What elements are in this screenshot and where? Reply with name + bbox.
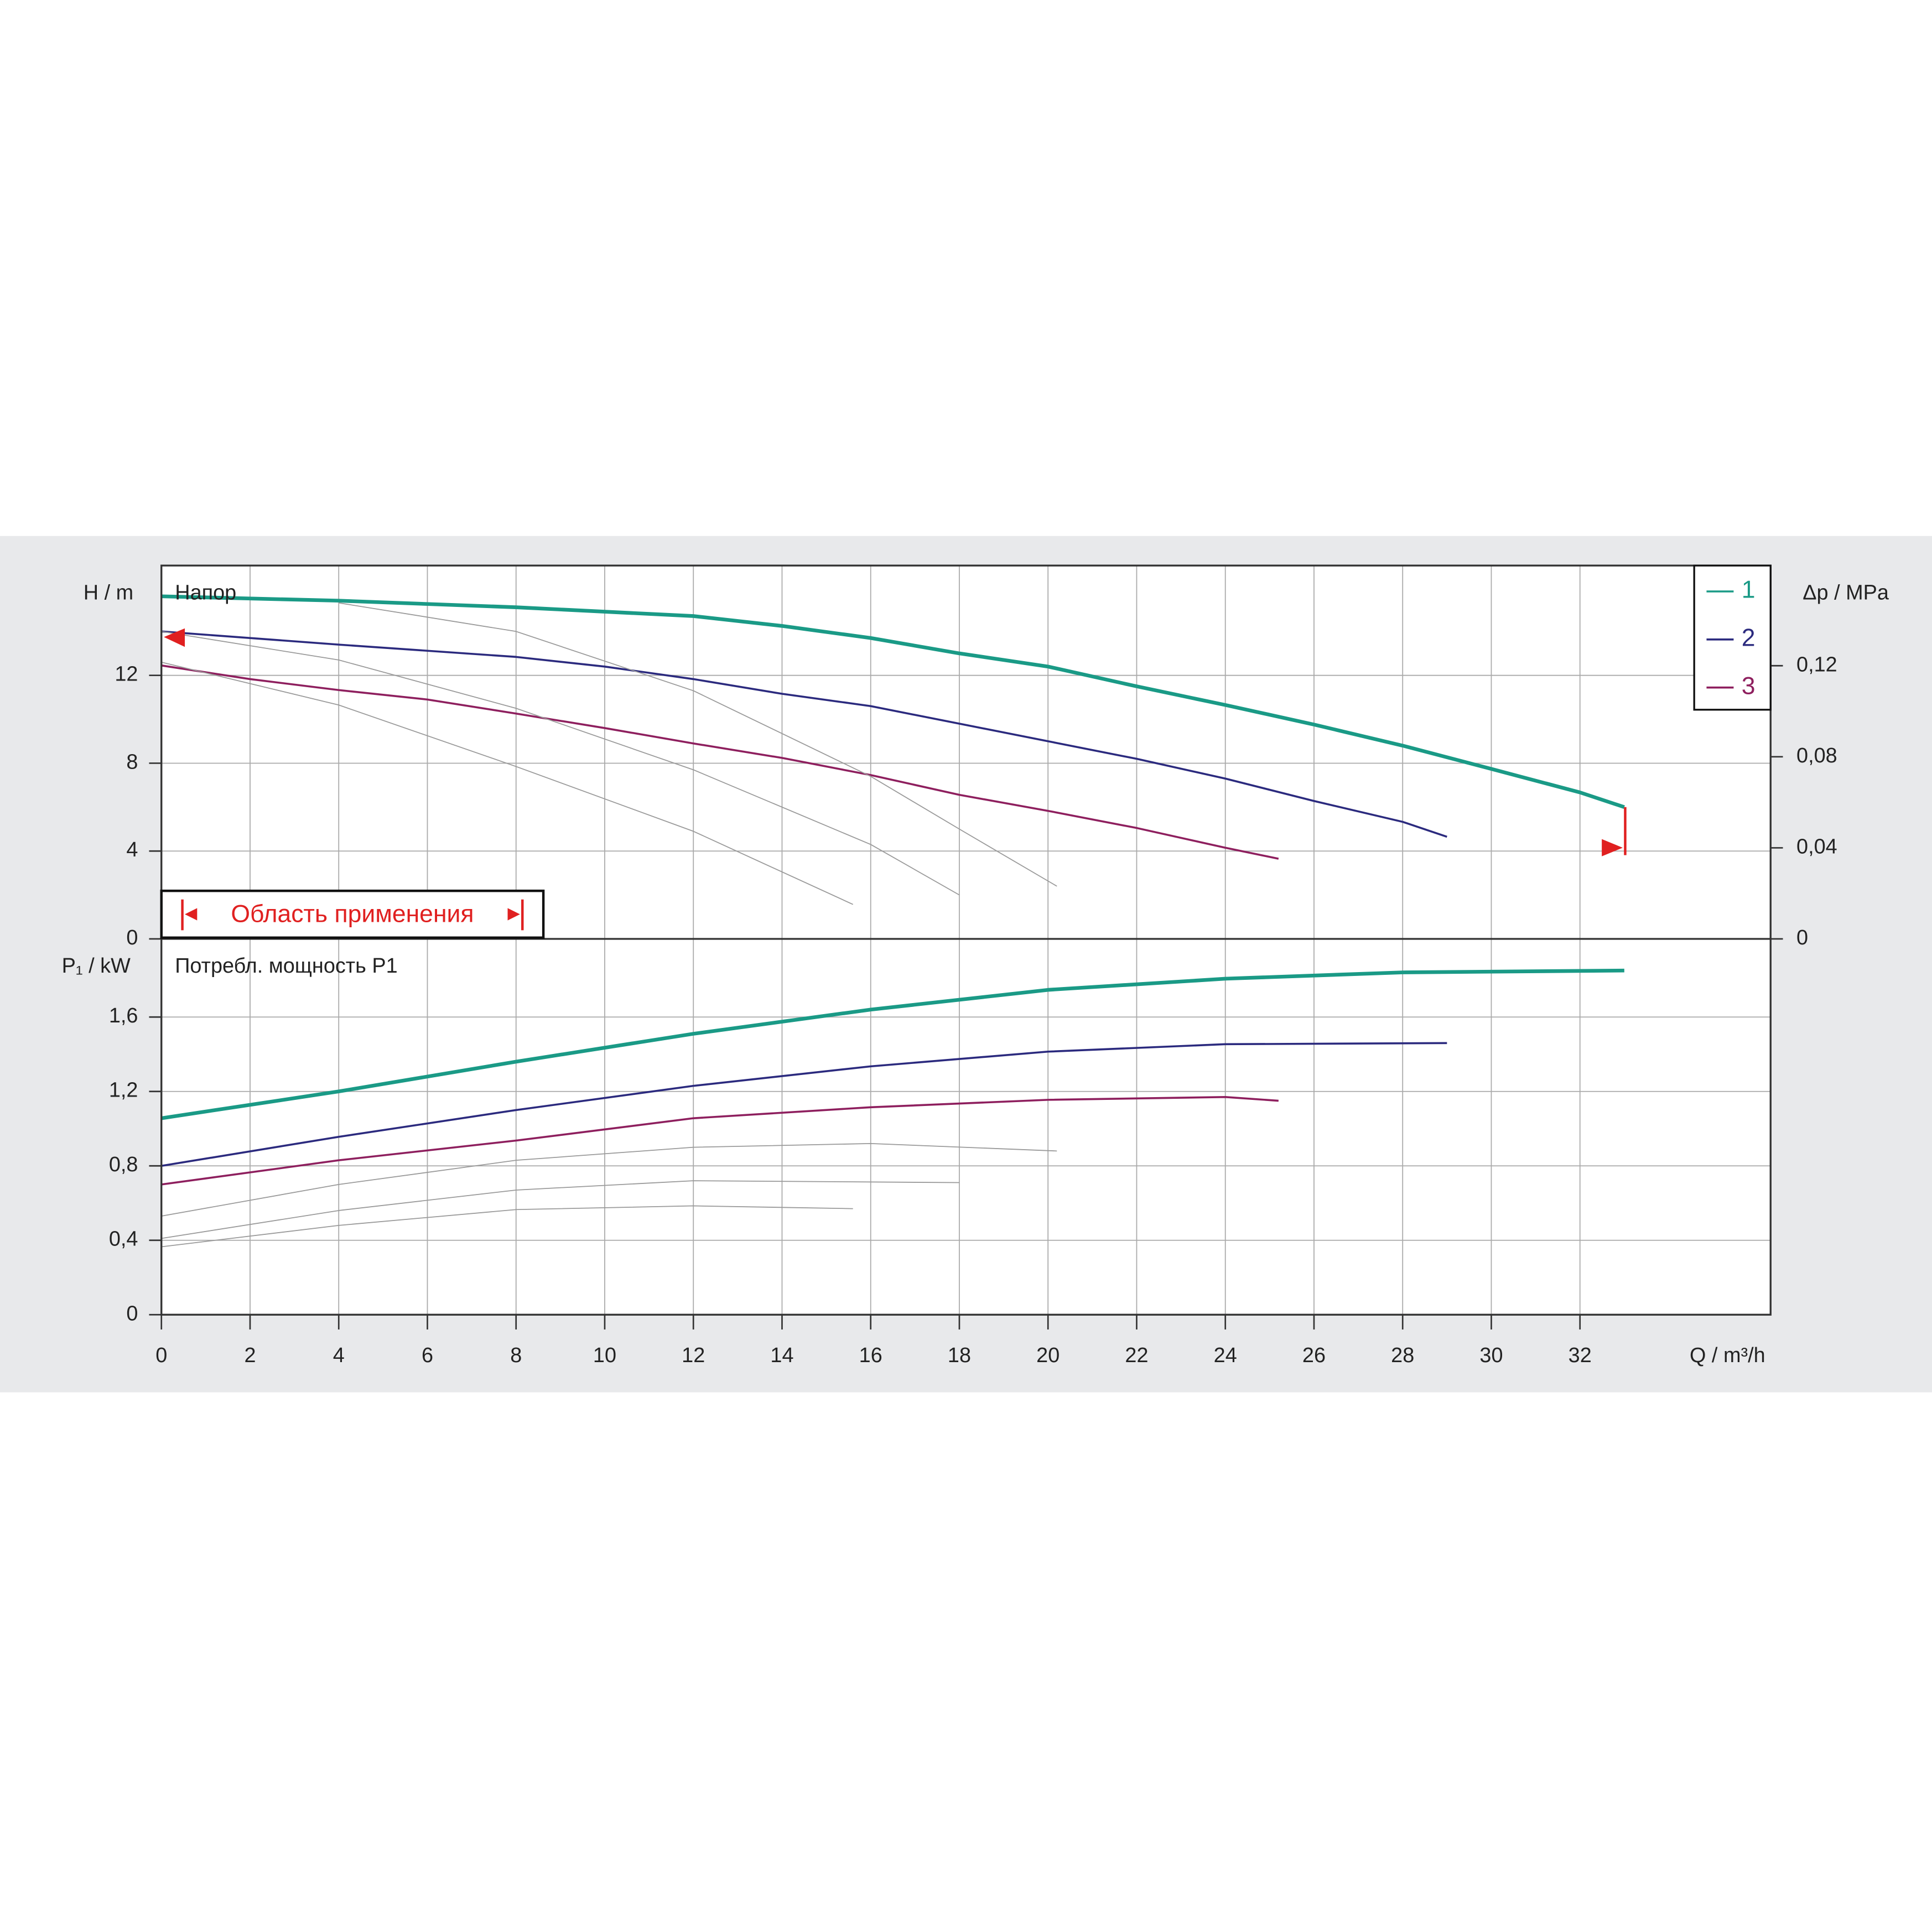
y-axis-label: H / m [84,581,133,604]
y-tick-label: 1,6 [109,1004,138,1027]
x-tick-label: 32 [1569,1344,1592,1367]
series-line [161,664,1279,860]
legend-box [1693,564,1772,711]
x-axis-label: Q / m³/h [1690,1344,1765,1367]
annotation: Область применения [231,900,474,927]
plot-area [161,565,1771,1315]
y-tick-label: 1,2 [109,1079,138,1102]
x-tick-label: 16 [859,1344,882,1367]
x-tick-label: 6 [422,1344,433,1367]
series-line [161,631,960,896]
x-tick-label: 12 [682,1344,705,1367]
y-tick-label: 4 [126,838,138,861]
y-tick-label: 12 [115,663,138,686]
x-tick-label: 22 [1125,1344,1148,1367]
y2-tick-label: 0 [1796,926,1808,949]
x-tick-label: 0 [155,1344,167,1367]
annotation-box [160,889,545,939]
y-tick-label: 0,8 [109,1153,138,1176]
curves [161,594,1625,1248]
x-tick-label: 28 [1391,1344,1414,1367]
series-line [161,968,1624,1120]
y-tick-label: 0,4 [109,1228,138,1251]
x-tick-label: 2 [244,1344,256,1367]
x-tick-label: 30 [1479,1344,1503,1367]
legend-label: 3 [1742,672,1756,699]
x-tick-label: 8 [510,1344,522,1367]
series-line [161,594,1625,809]
series-line [161,1180,959,1239]
legend-label: 1 [1742,577,1756,604]
y-tick-label: 0 [126,1302,138,1325]
y2-tick-label: 0,12 [1796,653,1837,676]
x-tick-label: 14 [770,1344,793,1367]
x-tick-label: 20 [1036,1344,1060,1367]
series-line [161,661,854,905]
x-tick-label: 18 [948,1344,971,1367]
x-tick-label: 26 [1302,1344,1326,1367]
y2-axis-label: Δp / MPa [1803,581,1889,604]
range-marker-right [1602,839,1623,856]
series-line [161,1096,1279,1186]
y2-tick-label: 0,08 [1796,744,1837,767]
x-tick-label: 4 [333,1344,345,1367]
annotation-arrow [185,908,198,921]
chart-title: Потребл. мощность P1 [175,954,397,978]
series-line [161,630,1447,838]
grid [149,565,1783,1316]
y-tick-label: 0 [126,926,138,949]
plot-frame [160,564,1772,1316]
annotation-arrow [507,908,520,921]
range-marker-left [164,628,185,647]
series-line [339,602,1057,887]
series-line [161,1205,853,1248]
y2-tick-label: 0,04 [1796,835,1837,858]
legend-label: 2 [1742,625,1756,652]
y-axis-label: P₁ / kW [62,954,131,978]
y-tick-label: 8 [126,750,138,773]
series-line [161,1042,1447,1167]
x-tick-label: 10 [593,1344,616,1367]
legend: 1 2 3 [1706,577,1756,699]
x-tick-label: 24 [1214,1344,1237,1367]
series-line [161,1143,1057,1217]
chart-title: Напор [175,581,236,604]
